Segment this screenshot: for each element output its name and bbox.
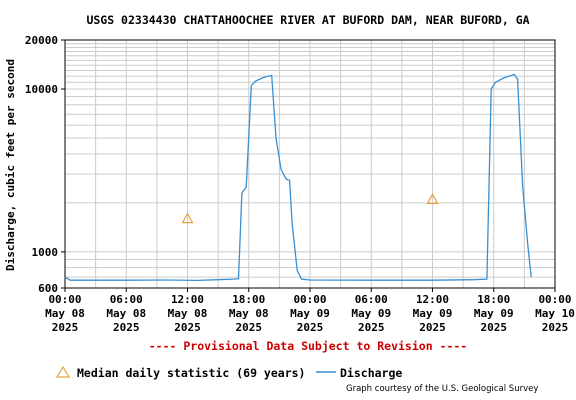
x-tick-label: 18:00 — [232, 293, 265, 306]
chart-title: USGS 02334430 CHATTAHOOCHEE RIVER AT BUF… — [86, 13, 529, 27]
x-tick-label: May 08 — [229, 307, 269, 320]
series-layer — [64, 73, 532, 282]
x-tick-label: May 09 — [474, 307, 514, 320]
provisional-notice: ---- Provisional Data Subject to Revisio… — [149, 339, 468, 353]
x-tick-label: 18:00 — [477, 293, 510, 306]
x-tick-label: 06:00 — [355, 293, 388, 306]
x-tick-label: 2025 — [358, 321, 385, 334]
credit-text: Graph courtesy of the U.S. Geological Su… — [346, 384, 539, 394]
y-axis-label: Discharge, cubic feet per second — [4, 59, 17, 271]
x-tick-label: 2025 — [542, 321, 569, 334]
x-tick-label: May 09 — [290, 307, 330, 320]
legend-median-label: Median daily statistic (69 years) — [77, 366, 305, 380]
x-tick-label: 00:00 — [293, 293, 326, 306]
median-marker — [426, 193, 439, 204]
x-tick-label: 2025 — [481, 321, 508, 334]
y-tick-label: 20000 — [25, 34, 58, 47]
discharge-line — [64, 73, 532, 282]
x-tick-label: May 09 — [351, 307, 391, 320]
x-tick-label: May 10 — [535, 307, 575, 320]
x-tick-label: 2025 — [52, 321, 79, 334]
median-marker — [181, 212, 194, 224]
x-tick-label: 2025 — [419, 321, 446, 334]
x-tick-label: 00:00 — [48, 293, 81, 306]
x-tick-label: 2025 — [236, 321, 263, 334]
x-tick-label: 2025 — [174, 321, 201, 334]
x-tick-label: 12:00 — [171, 293, 204, 306]
x-tick-label: May 08 — [168, 307, 208, 320]
x-tick-label: May 08 — [45, 307, 85, 320]
grid-lines — [64, 39, 556, 288]
x-tick-label: 06:00 — [110, 293, 143, 306]
legend-median-marker — [55, 365, 71, 378]
x-tick-label: May 09 — [413, 307, 453, 320]
x-tick-label: 2025 — [113, 321, 140, 334]
x-tick-label: 2025 — [297, 321, 324, 334]
y-tick-label: 10000 — [25, 83, 58, 96]
y-tick-label: 1000 — [32, 246, 59, 259]
y-tick-label: 600 — [38, 282, 58, 295]
x-tick-label: May 08 — [106, 307, 146, 320]
y-axis-ticks: 600 1000 10000 20000 — [25, 34, 65, 295]
x-tick-label: 00:00 — [538, 293, 571, 306]
x-tick-label: 12:00 — [416, 293, 449, 306]
legend-discharge-label: Discharge — [340, 366, 402, 380]
